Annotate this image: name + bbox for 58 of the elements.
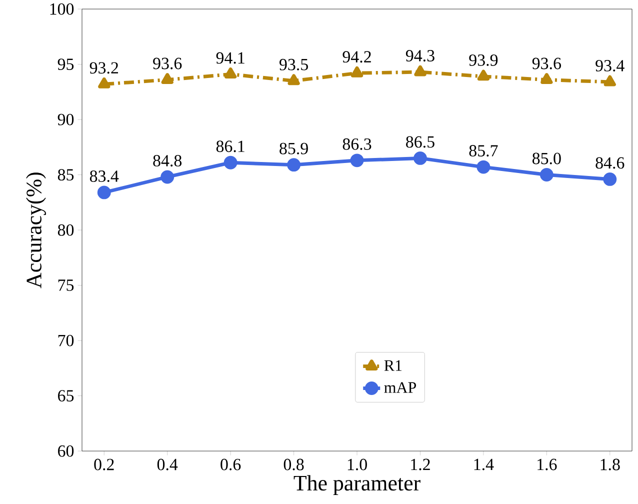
data-label: 86.3 bbox=[342, 138, 372, 150]
data-label: 84.6 bbox=[596, 157, 624, 169]
data-label: 93.9 bbox=[469, 54, 498, 66]
data-label: 94.3 bbox=[406, 50, 434, 62]
point bbox=[476, 160, 490, 174]
x-tick-label: 0.4 bbox=[157, 458, 178, 470]
x-tick-label: 1.6 bbox=[538, 458, 557, 470]
point bbox=[98, 77, 110, 88]
x-tick-label: 1.8 bbox=[600, 458, 620, 470]
x-tick-label: 1.4 bbox=[474, 458, 494, 470]
point bbox=[414, 65, 426, 76]
y-tick-label: 80 bbox=[58, 224, 74, 236]
point bbox=[540, 168, 554, 182]
x-tick-label: 1.2 bbox=[411, 458, 430, 470]
y-tick-label: 100 bbox=[50, 3, 74, 15]
y-tick-label: 90 bbox=[58, 114, 74, 126]
point bbox=[350, 154, 364, 168]
point bbox=[224, 156, 238, 170]
y-tick-label: 65 bbox=[58, 390, 74, 402]
data-label: 93.4 bbox=[596, 60, 624, 72]
y-tick-label: 95 bbox=[58, 58, 74, 70]
x-tick-label: 1.0 bbox=[348, 458, 367, 470]
x-tick-label: 0.2 bbox=[94, 458, 114, 470]
point bbox=[288, 74, 300, 86]
point bbox=[414, 151, 427, 165]
point bbox=[287, 158, 301, 172]
y-tick-label: 75 bbox=[58, 280, 74, 291]
y-axis-title: Accuracy(%) bbox=[26, 172, 46, 288]
point bbox=[161, 73, 174, 84]
data-label: 83.4 bbox=[90, 170, 119, 182]
x-tick-label: 0.6 bbox=[220, 458, 241, 470]
y-tick-label: 70 bbox=[58, 334, 74, 346]
data-label: 85.0 bbox=[532, 152, 561, 164]
data-label: 85.7 bbox=[469, 145, 498, 157]
legend-label: mAP bbox=[384, 382, 416, 393]
x-tick-label: 0.8 bbox=[284, 458, 304, 470]
y-tick-label: 85 bbox=[58, 169, 74, 180]
legend-label: R1 bbox=[384, 360, 402, 371]
data-label: 86.1 bbox=[216, 140, 244, 152]
point bbox=[350, 66, 364, 78]
y-tick-label: 60 bbox=[58, 445, 74, 457]
data-label: 94.2 bbox=[342, 51, 371, 63]
data-label: 93.5 bbox=[280, 58, 308, 70]
data-label: 93.6 bbox=[153, 58, 182, 70]
point bbox=[477, 70, 490, 81]
point bbox=[604, 75, 616, 86]
data-label: 86.5 bbox=[406, 136, 434, 148]
point bbox=[603, 172, 617, 186]
x-axis-title: The parameter bbox=[294, 475, 420, 496]
data-label: 93.6 bbox=[532, 58, 561, 70]
point bbox=[540, 73, 553, 84]
data-label: 93.2 bbox=[90, 62, 118, 74]
data-label: 94.1 bbox=[216, 52, 244, 64]
data-label: 85.9 bbox=[280, 142, 308, 154]
point bbox=[97, 186, 111, 200]
point bbox=[160, 170, 174, 184]
data-label: 84.8 bbox=[153, 154, 182, 166]
point bbox=[224, 67, 237, 78]
